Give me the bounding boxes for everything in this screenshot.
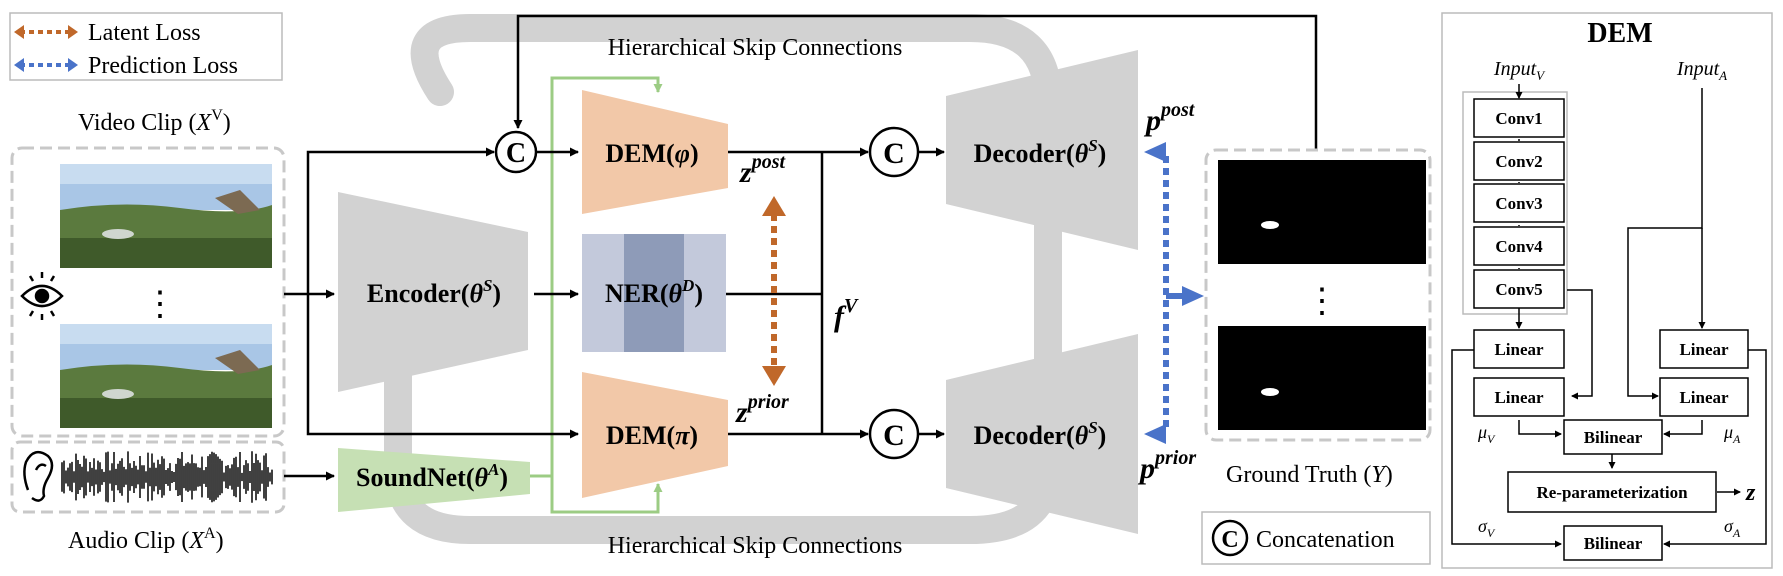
concat-node-prior: C [868, 408, 920, 460]
encoder-label: Encoder(θS) [367, 276, 501, 308]
dem-prior-label: DEM(π) [606, 421, 698, 450]
concat-node-posterior: C [868, 126, 920, 178]
svg-text:C: C [506, 138, 526, 169]
audio-feature-connections [530, 76, 663, 514]
z-prior-symbol: zprior [735, 391, 789, 429]
conv1-box [1473, 98, 1565, 138]
video-frame-top [60, 164, 272, 268]
ground-truth-map-top [1218, 160, 1426, 264]
conv3-box [1473, 183, 1565, 223]
reparameterization-label: Re-parameterization [1536, 483, 1688, 502]
bilinear-sigma-label: Bilinear [1584, 534, 1643, 553]
concatenation-label: Concatenation [1256, 527, 1395, 553]
dem-posterior-label: DEM(φ) [605, 139, 698, 168]
data-flow-arrows [284, 14, 1318, 481]
linear-v1-label: Linear [1494, 340, 1544, 359]
audio-clip-label: Audio Clip (XA) [68, 525, 224, 554]
video-vdots: ⋮ [143, 286, 177, 323]
svg-text:C: C [883, 137, 905, 170]
dem-prior-block [582, 372, 728, 498]
skip-connections-top-label: Hierarchical Skip Connections [608, 35, 903, 61]
p-prior-symbol: pprior [1137, 447, 1196, 485]
bilinear-mu-box [1563, 419, 1663, 455]
conv4-label: Conv4 [1495, 237, 1543, 256]
dem-input-v-label: InputV [1493, 58, 1546, 83]
linear-v2-label: Linear [1494, 388, 1544, 407]
ground-truth-vdots: ⋮ [1305, 283, 1339, 320]
dem-detail-panel: DEM InputV InputA [1441, 12, 1773, 569]
ground-truth-frame [1204, 148, 1432, 442]
ear-icon [23, 450, 54, 502]
ground-truth-label: Ground Truth (Y) [1226, 462, 1393, 488]
video-clip-label: Video Clip (XV) [78, 107, 231, 136]
mu-v-symbol: μV [1477, 422, 1496, 446]
decoder-top-label: Decoder(θS) [974, 136, 1107, 168]
dem-panel-title: DEM [1587, 18, 1652, 49]
dem-z-output: z [1745, 480, 1756, 506]
svg-text:C: C [883, 419, 905, 452]
reparameterization-box [1507, 471, 1717, 513]
svg-text:C: C [1221, 527, 1238, 553]
prediction-loss-arrow [1144, 142, 1204, 444]
z-post-symbol: zpost [739, 151, 786, 189]
eye-icon [20, 272, 64, 320]
sigma-a-symbol: σA [1724, 516, 1741, 540]
video-clip-frame [10, 146, 286, 438]
linear-a2-box [1659, 377, 1749, 417]
linear-v2-box [1473, 377, 1565, 417]
concat-node-input: C [494, 130, 538, 174]
concatenation-legend: C Concatenation [1201, 511, 1431, 565]
decoder-bottom-label: Decoder(θS) [974, 418, 1107, 450]
mu-a-symbol: μA [1723, 422, 1741, 446]
dem-input-a-label: InputA [1676, 58, 1727, 83]
conv1-label: Conv1 [1495, 109, 1542, 128]
soundnet-label: SoundNet(θA) [356, 460, 508, 492]
audio-waveform [61, 451, 273, 503]
ner-label: NER(θD) [605, 276, 703, 308]
bilinear-mu-label: Bilinear [1584, 428, 1643, 447]
skip-connections-bottom-label: Hierarchical Skip Connections [608, 533, 903, 559]
sigma-v-symbol: σV [1478, 516, 1496, 540]
conv5-box [1473, 269, 1565, 309]
conv2-box [1473, 141, 1565, 181]
decoder-bottom-block [946, 334, 1138, 534]
linear-a1-label: Linear [1679, 340, 1729, 359]
conv4-box [1473, 226, 1565, 266]
ground-truth-map-bottom [1218, 326, 1426, 430]
dem-posterior-block [582, 90, 728, 214]
linear-v1-box [1473, 329, 1565, 369]
latent-loss-label: Latent Loss [88, 20, 201, 46]
bilinear-sigma-box [1563, 525, 1663, 561]
linear-a2-label: Linear [1679, 388, 1729, 407]
conv3-label: Conv3 [1495, 194, 1542, 213]
soundnet-block [338, 448, 530, 512]
f-v-symbol: fV [834, 295, 859, 333]
ner-block [582, 234, 726, 352]
p-post-symbol: ppost [1143, 99, 1196, 137]
encoder-block [338, 192, 528, 392]
latent-loss-arrow [762, 196, 786, 386]
linear-a1-box [1659, 329, 1749, 369]
conv5-label: Conv5 [1495, 280, 1542, 299]
decoder-top-block [946, 50, 1138, 250]
conv2-label: Conv2 [1495, 152, 1542, 171]
loss-legend: Latent Loss Prediction Loss [9, 12, 283, 81]
prediction-loss-label: Prediction Loss [88, 53, 238, 79]
video-frame-bottom [60, 324, 272, 428]
